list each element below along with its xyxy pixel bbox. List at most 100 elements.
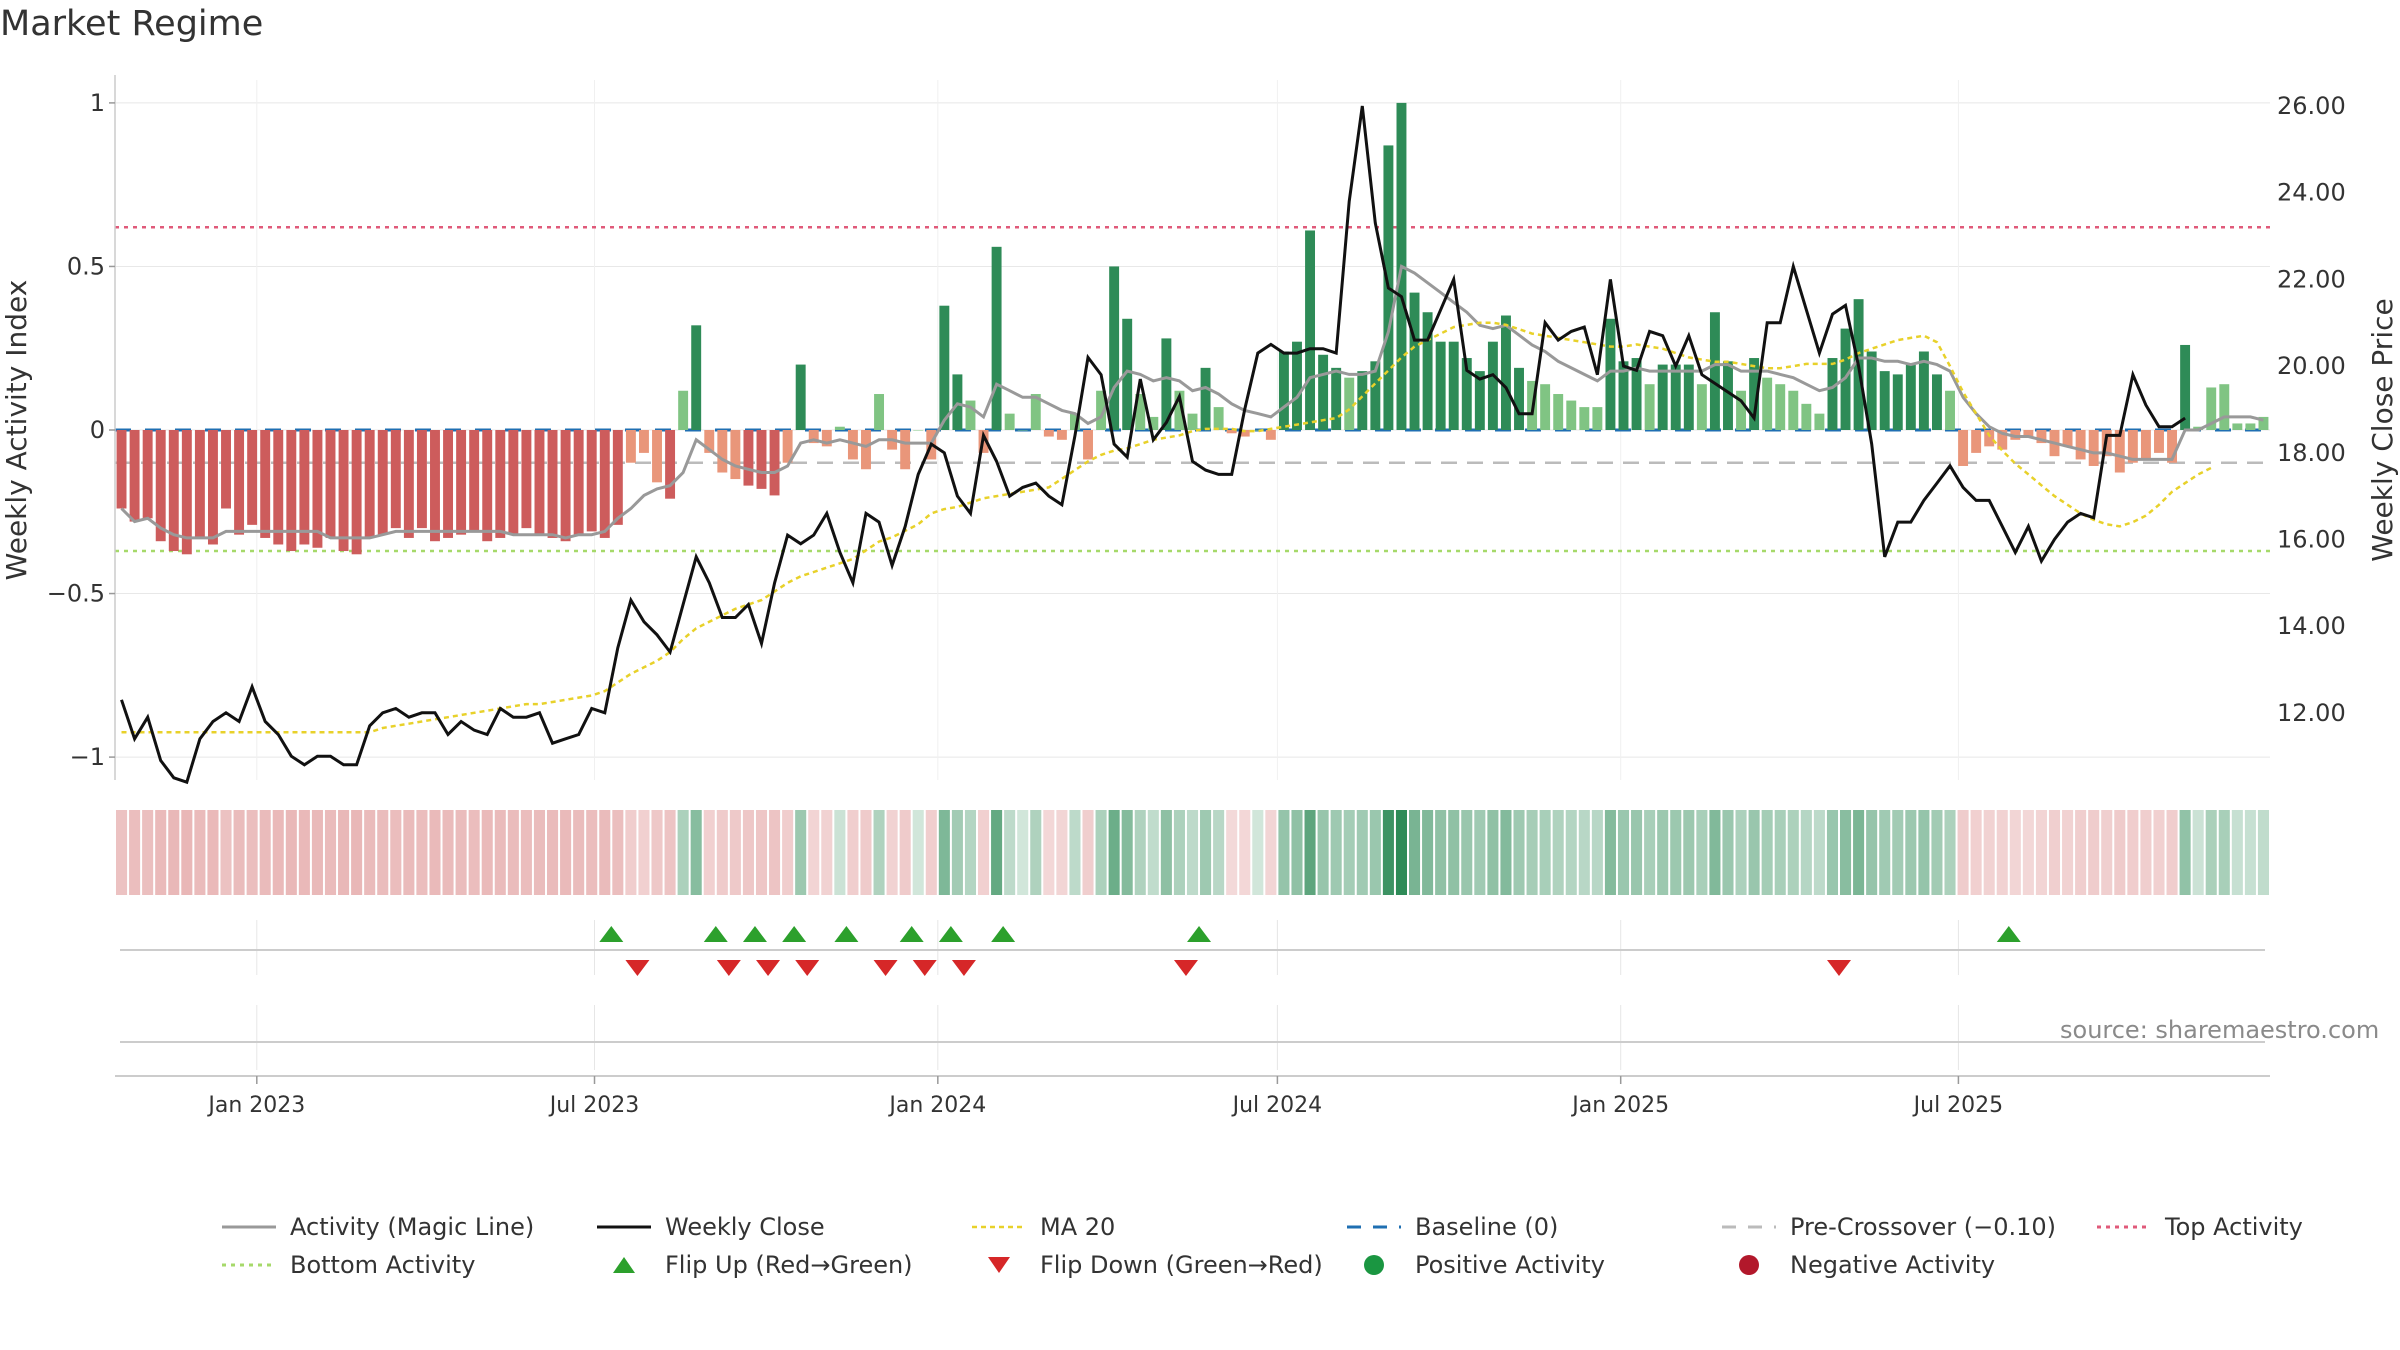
activity-bar (1017, 430, 1028, 431)
flip-up-marker (834, 926, 859, 942)
regime-cell (2153, 810, 2165, 895)
activity-bar (704, 430, 715, 453)
regime-cell (1278, 810, 1290, 895)
regime-cell (795, 810, 807, 895)
activity-bar (181, 430, 192, 555)
activity-bar (1827, 358, 1838, 430)
regime-cell (1186, 810, 1199, 895)
activity-bar (1879, 371, 1890, 430)
activity-bar (2088, 430, 2099, 466)
regime-cell (1121, 810, 1133, 895)
regime-cell (246, 810, 258, 895)
regime-cell (2179, 810, 2191, 895)
regime-cell (1265, 810, 1277, 895)
legend-item-negative: Negative Activity (1720, 1251, 2095, 1279)
activity-bar (1683, 364, 1694, 430)
regime-cell (899, 810, 911, 895)
activity-bar (2154, 430, 2164, 453)
regime-cell (560, 810, 572, 895)
activity-bar (207, 430, 218, 545)
y-tick-label: 1 (90, 89, 105, 117)
regime-cell (1722, 810, 1734, 895)
regime-cell (1565, 810, 1577, 895)
activity-bar (1605, 318, 1616, 430)
regime-cell (1670, 810, 1682, 895)
regime-cell (1395, 810, 1407, 895)
activity-bar (1696, 384, 1707, 430)
activity-bar (939, 305, 950, 430)
y2-tick-label: 12.00 (2277, 699, 2346, 727)
regime-cell (155, 810, 167, 895)
regime-cell (1369, 810, 1381, 895)
y2-tick-label: 24.00 (2277, 179, 2346, 207)
regime-cell (1382, 810, 1394, 895)
legend-label: Baseline (0) (1415, 1213, 1559, 1241)
flip-up-marker (703, 926, 728, 942)
activity-bar (2075, 430, 2086, 460)
activity-bar (1788, 390, 1799, 430)
activity-bar (743, 430, 754, 486)
y-tick-label: −1 (70, 743, 105, 771)
activity-bar (1174, 390, 1185, 430)
activity-bar (1514, 367, 1524, 430)
activity-bar (1801, 403, 1812, 430)
regime-cell (1291, 810, 1303, 895)
y2-tick-label: 18.00 (2277, 439, 2346, 467)
regime-cell (194, 810, 206, 895)
activity-bar (2206, 387, 2217, 430)
regime-cell (1304, 810, 1316, 895)
regime-cell (808, 810, 820, 895)
flip-up-marker (742, 926, 767, 942)
activity-bar (1997, 430, 2008, 450)
x-tick-label: Jan 2023 (206, 1093, 305, 1118)
regime-cell (978, 810, 990, 895)
activity-bar (430, 430, 440, 542)
regime-cell (1996, 810, 2008, 895)
activity-bar (469, 430, 480, 532)
legend-item-bottom: Bottom Activity (220, 1251, 595, 1279)
activity-bar (1043, 430, 1054, 437)
y2-tick-label: 14.00 (2277, 612, 2346, 640)
activity-bar (847, 430, 858, 460)
activity-bar (717, 430, 728, 473)
regime-cell (1892, 810, 1904, 895)
regime-cell (1918, 810, 1930, 895)
regime-cell (2127, 810, 2139, 895)
regime-cell (1526, 810, 1538, 895)
legend-row: Bottom Activity Flip Up (Red→Green) Flip D… (220, 1246, 2340, 1284)
activity-bar (1004, 413, 1015, 430)
legend-label: Positive Activity (1415, 1251, 1605, 1279)
legend-symbol-ma (972, 1225, 1026, 1229)
activity-bar (1487, 341, 1498, 430)
activity-bar (1709, 312, 1720, 430)
regime-cell (1030, 810, 1042, 895)
regime-cell (847, 810, 859, 895)
activity-bar (1370, 361, 1381, 430)
legend-symbol-top (2097, 1225, 2151, 1229)
activity-bar (129, 430, 140, 522)
activity-bar (155, 430, 166, 542)
flip-down-marker (1827, 960, 1851, 976)
legend-item-close: Weekly Close (595, 1213, 970, 1241)
regime-strip (116, 810, 2269, 895)
activity-bar (730, 430, 741, 480)
regime-cell (1800, 810, 1812, 895)
regime-cell (651, 810, 663, 895)
axes: Jan 2023 Jul 2023 Jan 2024 Jul 2024 Jan 2025… (0, 75, 2399, 1118)
activity-bar (338, 430, 349, 552)
regime-cell (755, 810, 768, 895)
regime-cell (351, 810, 363, 895)
regime-cell (951, 810, 963, 895)
activity-bar (756, 430, 767, 489)
activity-bar (142, 430, 153, 519)
activity-bar (312, 430, 323, 548)
regime-cell (1657, 810, 1669, 895)
activity-bar (612, 430, 623, 525)
regime-cell (338, 810, 350, 895)
regime-cell (259, 810, 271, 895)
regime-cell (1983, 810, 1995, 895)
regime-cell (677, 810, 689, 895)
regime-cell (769, 810, 781, 895)
activity-bar (991, 246, 1002, 430)
regime-cell (1591, 810, 1603, 895)
